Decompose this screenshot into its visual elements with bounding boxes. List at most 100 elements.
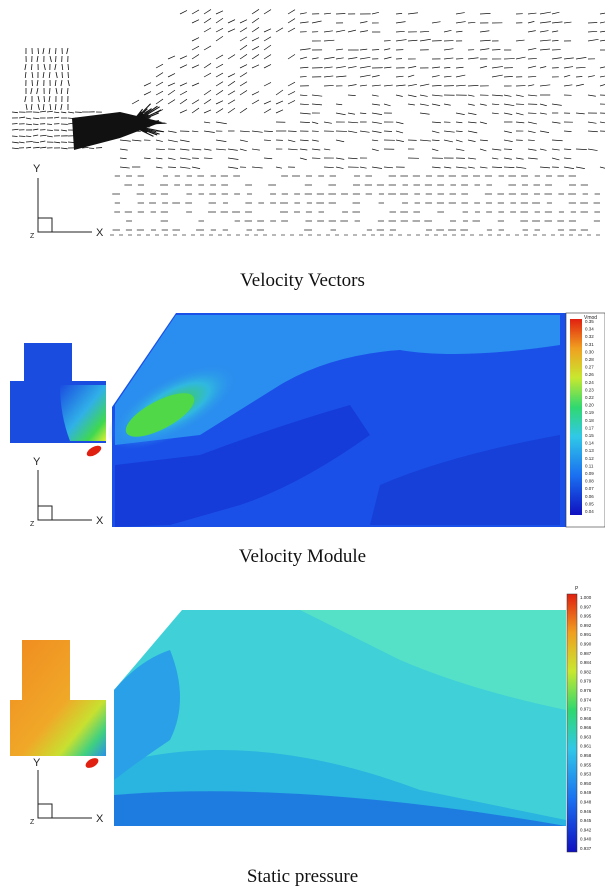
velocity-vector (263, 44, 272, 51)
velocity-vector (203, 121, 211, 124)
velocity-vector (227, 99, 236, 105)
velocity-vector (179, 90, 188, 96)
velocity-vector (347, 130, 358, 134)
velocity-vector (36, 79, 39, 87)
velocity-vector (491, 112, 499, 115)
velocity-vector (599, 166, 605, 169)
velocity-vector (491, 74, 503, 78)
legend-tick-label: 0.984 (580, 660, 592, 665)
velocity-vector (431, 66, 441, 69)
velocity-vector (575, 83, 584, 87)
velocity-vector (443, 29, 452, 33)
velocity-vector (539, 39, 551, 42)
velocity-vector (49, 87, 51, 95)
velocity-jet-core (125, 393, 195, 437)
velocity-vector (311, 121, 319, 124)
velocity-vector (335, 57, 344, 60)
velocity-vector (43, 63, 46, 71)
legend-tick-label: 0.991 (580, 632, 592, 637)
velocity-vector (215, 54, 224, 60)
velocity-vector (179, 64, 188, 69)
velocity-vector (419, 139, 432, 142)
velocity-vector (46, 135, 53, 138)
velocity-vector (11, 141, 19, 144)
velocity-vector (60, 103, 63, 111)
velocity-vector (527, 121, 537, 125)
velocity-vector (167, 130, 177, 133)
velocity-vector (323, 30, 333, 33)
velocity-vector (215, 139, 227, 142)
velocity-vector (515, 39, 525, 42)
velocity-vector (563, 74, 571, 78)
velocity-vector (263, 130, 273, 132)
velocity-vector (563, 157, 572, 160)
velocity-vector (491, 148, 502, 151)
velocity-vector (227, 157, 239, 160)
velocity-vector (191, 54, 200, 60)
velocity-vector (455, 148, 465, 151)
velocity-vector (539, 21, 551, 24)
jet-core (72, 112, 162, 150)
velocity-vector (431, 121, 441, 124)
velocity-vector (491, 94, 503, 97)
legend-tick-label: 0.990 (580, 641, 592, 646)
velocity-vector (46, 123, 53, 125)
velocity-vector (275, 89, 284, 96)
legend-tick-label: 0.07 (585, 486, 594, 491)
velocity-vector (551, 11, 560, 15)
velocity-vector (39, 146, 47, 149)
velocity-vector (179, 82, 188, 87)
velocity-vector (599, 75, 605, 78)
velocity-vector (179, 109, 188, 114)
velocity-zone-low (115, 405, 370, 527)
velocity-vector (395, 84, 406, 87)
velocity-vector (371, 121, 382, 124)
legend-tick-label: 0.23 (585, 387, 594, 392)
velocity-vector (323, 66, 333, 69)
caption-velocity-module: Velocity Module (238, 546, 367, 567)
velocity-vector (11, 135, 18, 137)
velocity-vector (215, 72, 224, 78)
velocity-vector (563, 84, 573, 87)
velocity-vector (263, 157, 273, 160)
legend-tick-label: 0.13 (585, 448, 594, 453)
velocity-vector (239, 148, 247, 152)
velocity-vector (155, 98, 164, 105)
velocity-vector (479, 30, 490, 33)
legend-tick-label: 0.971 (580, 707, 592, 712)
velocity-vector (43, 95, 45, 103)
legend-tick-label: 0.950 (580, 781, 592, 786)
legend-tick-label: 0.32 (585, 334, 594, 339)
velocity-vector (527, 148, 537, 151)
velocity-vector (215, 148, 226, 151)
vmod-legend-ticks: 0.35 0.34 0.32 0.31 0.30 0.28 0.27 0.26 0.24 0.23… (585, 319, 594, 514)
velocity-vector (455, 112, 465, 115)
velocity-vector (119, 157, 127, 160)
velocity-vector (395, 130, 404, 134)
velocity-vector (263, 9, 272, 15)
vmod-legend-title: Vmod (584, 315, 597, 321)
legend-tick-label: 0.987 (580, 651, 592, 656)
velocity-vector (49, 55, 52, 63)
velocity-vector (431, 166, 441, 169)
velocity-vector (67, 63, 69, 71)
velocity-module-panel: Vmod 0.35 0.34 0.32 0.31 0.30 0.28 0.27 0.26 0.2… (0, 305, 605, 535)
velocity-vector (53, 116, 60, 119)
velocity-vector (287, 130, 297, 132)
velocity-vector (42, 47, 45, 55)
velocity-vector (60, 147, 68, 150)
velocity-vector (203, 17, 212, 24)
velocity-vector (455, 121, 463, 124)
velocity-vector (287, 81, 296, 87)
velocity-vector (431, 84, 442, 87)
velocity-vector (299, 139, 309, 142)
velocity-vector (11, 123, 18, 125)
legend-tick-label: 0.30 (585, 349, 594, 354)
velocity-vector (203, 157, 213, 159)
velocity-vector (119, 166, 130, 169)
velocity-vector (251, 37, 260, 42)
velocity-module-plot: Vmod 0.35 0.34 0.32 0.31 0.30 0.28 0.27 0.26 0.2… (10, 312, 605, 528)
velocity-vector (563, 21, 572, 24)
legend-tick-label: 0.948 (580, 800, 592, 805)
velocity-vector (491, 103, 500, 106)
